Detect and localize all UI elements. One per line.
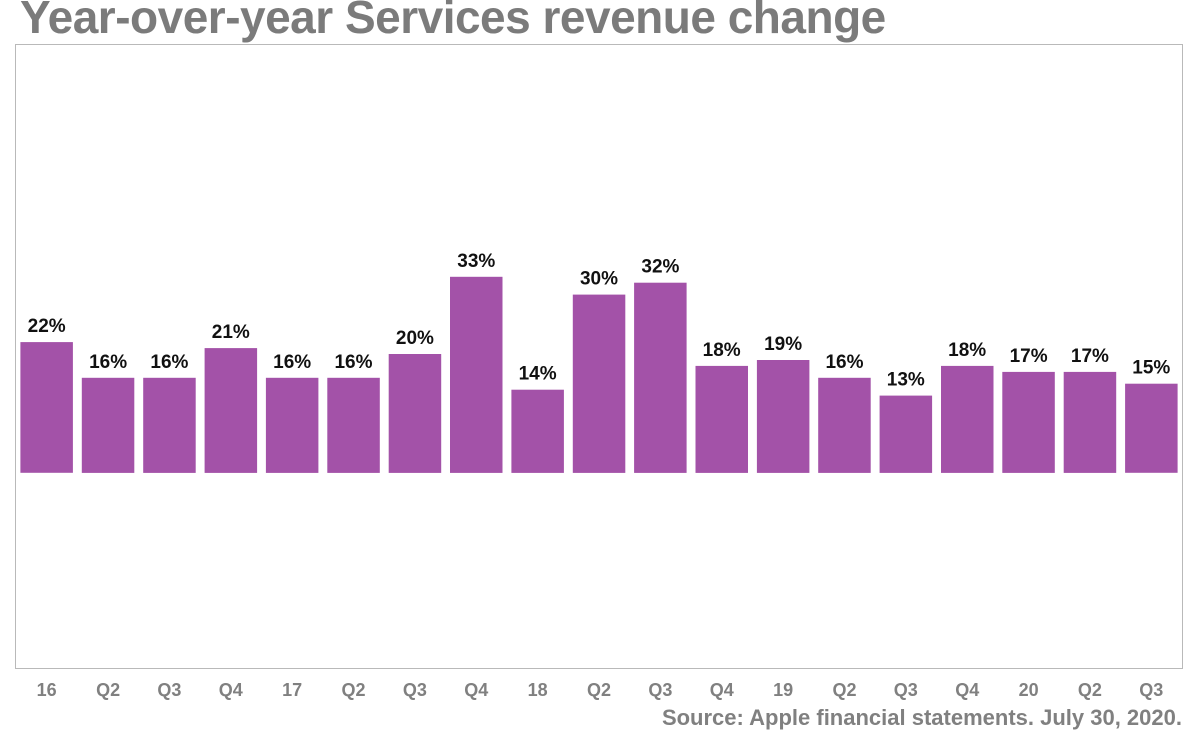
x-tick-label: Q3 (403, 680, 427, 700)
bar-value-label: 16% (89, 352, 127, 373)
bar-12 (756, 360, 810, 473)
x-tick-label: Q4 (464, 680, 488, 700)
bar-value-label: 14% (519, 364, 557, 385)
bar-17 (1063, 371, 1117, 473)
bar-value-label: 17% (1010, 346, 1048, 367)
chart-title: Year-over-year Services revenue change (20, 0, 886, 43)
bar-0 (20, 342, 73, 473)
x-tick-label: 20 (1019, 680, 1039, 700)
x-tick-label: Q4 (955, 680, 979, 700)
bar-value-label: 17% (1071, 346, 1109, 367)
bar-5 (327, 377, 380, 473)
bar-16 (1002, 371, 1055, 473)
x-tick-label: Q3 (648, 680, 672, 700)
bar-value-label: 18% (948, 340, 986, 361)
x-tick-label: Q4 (710, 680, 734, 700)
bar-value-label: 18% (703, 340, 741, 361)
bar-chart: 22% 16 16% Q2 16% Q3 21% Q4 16% 17 16% Q2 20% Q3 33% Q4… (20, 251, 1178, 700)
x-tick-label: Q3 (1139, 680, 1163, 700)
x-tick-label: 17 (282, 680, 302, 700)
bar-value-label: 33% (457, 251, 495, 272)
bar-value-label: 16% (150, 352, 188, 373)
x-tick-label: Q2 (96, 680, 120, 700)
bar-6 (388, 354, 442, 473)
bar-11 (695, 365, 748, 473)
bar-13 (818, 377, 871, 473)
bar-7 (450, 276, 503, 473)
bar-9 (572, 294, 626, 473)
bar-value-label: 21% (212, 322, 250, 343)
bar-2 (143, 377, 196, 473)
bar-8 (511, 389, 564, 473)
x-tick-label: 19 (773, 680, 793, 700)
bar-value-label: 32% (641, 257, 679, 278)
bar-value-label: 22% (28, 316, 66, 337)
plot-area (15, 44, 1183, 669)
bar-value-label: 19% (764, 334, 802, 355)
x-tick-label: Q2 (341, 680, 365, 700)
x-tick-label: Q2 (832, 680, 856, 700)
x-tick-label: Q2 (1078, 680, 1102, 700)
bar-value-label: 30% (580, 269, 618, 290)
x-tick-label: Q4 (219, 680, 243, 700)
bar-value-label: 20% (396, 328, 434, 349)
source-note: Source: Apple financial statements. July… (661, 705, 1182, 730)
x-tick-label: Q3 (157, 680, 181, 700)
bar-value-label: 16% (273, 352, 311, 373)
bar-1 (81, 377, 135, 473)
bar-14 (879, 395, 933, 473)
x-tick-label: Q3 (894, 680, 918, 700)
bar-value-label: 15% (1132, 358, 1170, 379)
bar-4 (265, 377, 319, 473)
x-tick-label: 18 (528, 680, 548, 700)
bar-value-label: 16% (334, 352, 372, 373)
bar-value-label: 13% (887, 370, 925, 391)
x-tick-label: 16 (37, 680, 57, 700)
x-tick-label: Q2 (587, 680, 611, 700)
bar-value-label: 16% (825, 352, 863, 373)
bar-15 (941, 365, 994, 473)
bar-10 (634, 282, 687, 473)
bar-18 (1125, 383, 1178, 473)
bar-3 (204, 348, 258, 473)
